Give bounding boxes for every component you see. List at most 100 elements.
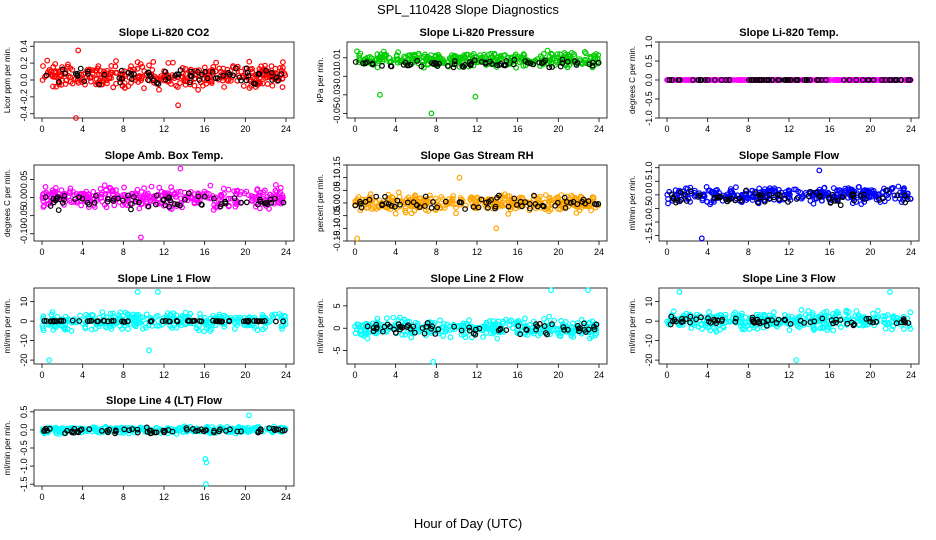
- data-point: [705, 315, 711, 322]
- data-point: [109, 310, 116, 317]
- data-point: [820, 324, 827, 330]
- data-point: [118, 67, 125, 74]
- data-point: [245, 318, 252, 325]
- data-point: [486, 318, 493, 325]
- x-tick-label: 24: [281, 492, 291, 502]
- data-point: [706, 309, 712, 315]
- data-point: [832, 197, 838, 204]
- data-point: [195, 190, 202, 197]
- data-point: [492, 205, 499, 212]
- data-point: [787, 321, 794, 327]
- data-point: [169, 59, 176, 66]
- data-point: [501, 191, 508, 198]
- data-point: [70, 198, 77, 205]
- data-point: [50, 326, 57, 333]
- data-point: [907, 77, 913, 83]
- data-point: [666, 77, 672, 83]
- data-point: [807, 197, 814, 204]
- data-point: [141, 185, 148, 192]
- data-point: [407, 61, 414, 68]
- data-point: [362, 60, 369, 67]
- data-point: [195, 427, 202, 434]
- data-point: [143, 324, 149, 331]
- x-tick-label: 12: [472, 370, 482, 380]
- data-point: [467, 61, 474, 68]
- data-point: [810, 200, 817, 207]
- data-point: [213, 59, 220, 66]
- data-point: [245, 192, 252, 199]
- data-point: [733, 184, 739, 191]
- data-point: [259, 80, 266, 87]
- data-point: [61, 325, 68, 332]
- data-point: [712, 327, 719, 333]
- data-point: [88, 78, 94, 85]
- data-point: [173, 317, 180, 324]
- data-point: [134, 426, 141, 433]
- data-point: [576, 207, 583, 214]
- data-point: [147, 318, 154, 325]
- data-point: [860, 191, 867, 198]
- data-point: [581, 49, 588, 55]
- data-point: [850, 191, 857, 198]
- data-point: [79, 195, 86, 202]
- data-point: [47, 203, 54, 209]
- data-point: [387, 63, 394, 69]
- data-point: [268, 63, 275, 69]
- x-tick-label: 4: [80, 124, 85, 134]
- data-point: [231, 325, 238, 332]
- data-point: [845, 314, 852, 321]
- data-point: [729, 315, 736, 322]
- data-point: [451, 323, 458, 330]
- data-point: [131, 71, 137, 77]
- data-point: [387, 323, 393, 330]
- data-point: [453, 204, 459, 211]
- data-point: [889, 326, 895, 333]
- data-point: [590, 59, 596, 66]
- data-point: [43, 72, 50, 79]
- data-point: [548, 50, 555, 57]
- data-point: [176, 427, 182, 434]
- data-point: [352, 330, 359, 337]
- data-point: [169, 428, 176, 435]
- data-point: [263, 425, 270, 432]
- data-point: [244, 69, 251, 76]
- data-point: [282, 313, 288, 319]
- data-point: [412, 192, 418, 199]
- data-point: [852, 313, 859, 320]
- outlier-point: [137, 234, 144, 241]
- data-point: [377, 328, 384, 335]
- data-point: [101, 318, 108, 324]
- data-point: [221, 323, 228, 330]
- data-point: [423, 323, 430, 330]
- data-point: [166, 203, 173, 210]
- data-point: [823, 77, 829, 83]
- data-point: [725, 197, 732, 203]
- panel-title: Slope Li-820 Temp.: [739, 27, 838, 39]
- data-point: [124, 326, 131, 333]
- data-point: [74, 75, 81, 82]
- data-point: [816, 193, 823, 200]
- data-point: [230, 72, 237, 79]
- data-point: [441, 321, 448, 327]
- data-point: [362, 198, 369, 205]
- outlier-point: [46, 357, 53, 364]
- data-point: [84, 70, 91, 77]
- data-point: [451, 58, 458, 65]
- series-1: [664, 289, 914, 364]
- y-tick-label: -1.0: [644, 214, 654, 230]
- data-point: [67, 74, 74, 80]
- x-tick-label: 20: [240, 492, 250, 502]
- data-point: [103, 187, 109, 194]
- data-point: [698, 314, 704, 321]
- data-point: [858, 201, 865, 208]
- data-point: [50, 83, 56, 90]
- y-tick-label: -1.0: [19, 458, 29, 474]
- series-2: [352, 56, 602, 71]
- data-point: [459, 63, 466, 70]
- y-tick-label: -5: [332, 347, 342, 355]
- y-tick-label: 0.01: [332, 49, 342, 67]
- data-point: [476, 325, 483, 332]
- data-point: [59, 66, 66, 73]
- data-point: [681, 191, 688, 198]
- y-tick-label: 0.00: [19, 189, 29, 207]
